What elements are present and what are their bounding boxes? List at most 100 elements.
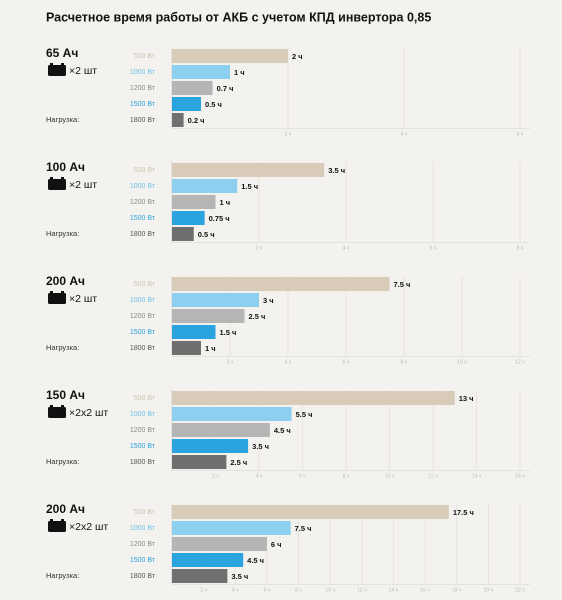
category-label: 1000 Вт	[130, 183, 156, 190]
load-label: Нагрузка:	[46, 343, 79, 352]
x-tick-label: 6 ч	[517, 131, 524, 137]
bar	[172, 65, 230, 79]
value-label: 17.5 ч	[453, 508, 474, 517]
battery-icon	[50, 291, 53, 293]
category-label: 500 Вт	[134, 395, 156, 402]
bar	[172, 113, 184, 127]
bar	[172, 211, 205, 225]
category-label: 1500 Вт	[130, 101, 156, 108]
category-label: 1200 Вт	[130, 85, 156, 92]
value-label: 0.5 ч	[205, 100, 222, 109]
category-label: 1800 Вт	[130, 459, 156, 466]
x-tick-label: 12 ч	[428, 473, 438, 479]
x-tick-label: 2 ч	[285, 131, 292, 137]
category-label: 500 Вт	[134, 167, 156, 174]
value-label: 1 ч	[220, 198, 231, 207]
category-label: 1000 Вт	[130, 411, 156, 418]
value-label: 3.5 ч	[231, 572, 248, 581]
bar	[172, 569, 228, 583]
load-label: Нагрузка:	[46, 571, 79, 580]
value-label: 4.5 ч	[274, 426, 291, 435]
category-label: 1000 Вт	[130, 297, 156, 304]
category-label: 500 Вт	[134, 509, 156, 516]
bar	[172, 341, 201, 355]
x-tick-label: 8 ч	[517, 245, 524, 251]
x-tick-label: 8 ч	[401, 359, 408, 365]
value-label: 7.5 ч	[394, 280, 411, 289]
load-label: Нагрузка:	[46, 229, 79, 238]
x-tick-label: 6 ч	[430, 245, 437, 251]
x-tick-label: 6 ч	[264, 587, 271, 593]
x-tick-label: 20 ч	[484, 587, 494, 593]
panel-subtitle: ×2 шт	[69, 179, 97, 191]
x-tick-label: 4 ч	[401, 131, 408, 137]
category-label: 1200 Вт	[130, 313, 156, 320]
x-tick-label: 2 ч	[212, 473, 219, 479]
bar	[172, 163, 325, 177]
category-label: 1000 Вт	[130, 525, 156, 532]
panel-subtitle: ×2 шт	[69, 293, 97, 305]
x-tick-label: 22 ч	[515, 587, 525, 593]
category-label: 500 Вт	[134, 53, 156, 60]
x-tick-label: 2 ч	[256, 245, 263, 251]
bar	[172, 309, 245, 323]
bar	[172, 407, 292, 421]
value-label: 0.75 ч	[209, 214, 230, 223]
panel-title: 200 Ач	[46, 274, 85, 288]
battery-icon	[50, 63, 53, 65]
battery-icon	[61, 519, 64, 521]
value-label: 13 ч	[459, 394, 474, 403]
battery-icon	[61, 291, 64, 293]
value-label: 2 ч	[292, 52, 303, 61]
x-tick-label: 12 ч	[515, 359, 525, 365]
value-label: 3.5 ч	[252, 442, 269, 451]
panel-title: 100 Ач	[46, 160, 85, 174]
bar	[172, 195, 216, 209]
battery-icon	[48, 179, 66, 190]
bar	[172, 423, 270, 437]
x-tick-label: 8 ч	[343, 473, 350, 479]
category-label: 1800 Вт	[130, 573, 156, 580]
value-label: 5.5 ч	[296, 410, 313, 419]
battery-icon	[48, 293, 66, 304]
value-label: 1.5 ч	[220, 328, 237, 337]
bar	[172, 439, 249, 453]
load-label: Нагрузка:	[46, 457, 79, 466]
value-label: 6 ч	[271, 540, 282, 549]
battery-icon	[48, 407, 66, 418]
x-tick-label: 10 ч	[325, 587, 335, 593]
battery-icon	[48, 65, 66, 76]
x-tick-label: 2 ч	[200, 587, 207, 593]
category-label: 1800 Вт	[130, 231, 156, 238]
x-tick-label: 14 ч	[472, 473, 482, 479]
bar	[172, 49, 288, 63]
category-label: 1500 Вт	[130, 329, 156, 336]
value-label: 0.7 ч	[217, 84, 234, 93]
value-label: 3 ч	[263, 296, 274, 305]
bar	[172, 97, 201, 111]
category-label: 1200 Вт	[130, 427, 156, 434]
x-tick-label: 16 ч	[515, 473, 525, 479]
value-label: 4.5 ч	[247, 556, 264, 565]
panel-subtitle: ×2 шт	[69, 65, 97, 77]
x-tick-label: 6 ч	[343, 359, 350, 365]
bar	[172, 521, 291, 535]
x-tick-label: 12 ч	[357, 587, 367, 593]
value-label: 1.5 ч	[241, 182, 258, 191]
x-tick-label: 4 ч	[256, 473, 263, 479]
x-tick-label: 4 ч	[232, 587, 239, 593]
page-title: Расчетное время работы от АКБ с учетом К…	[46, 10, 431, 24]
value-label: 7.5 ч	[295, 524, 312, 533]
battery-icon	[50, 177, 53, 179]
x-tick-label: 14 ч	[389, 587, 399, 593]
battery-icon	[50, 519, 53, 521]
value-label: 2.5 ч	[249, 312, 266, 321]
battery-icon	[50, 405, 53, 407]
battery-icon	[61, 405, 64, 407]
bar	[172, 277, 390, 291]
battery-icon	[61, 177, 64, 179]
category-label: 1800 Вт	[130, 117, 156, 124]
load-label: Нагрузка:	[46, 115, 79, 124]
value-label: 0.5 ч	[198, 230, 215, 239]
